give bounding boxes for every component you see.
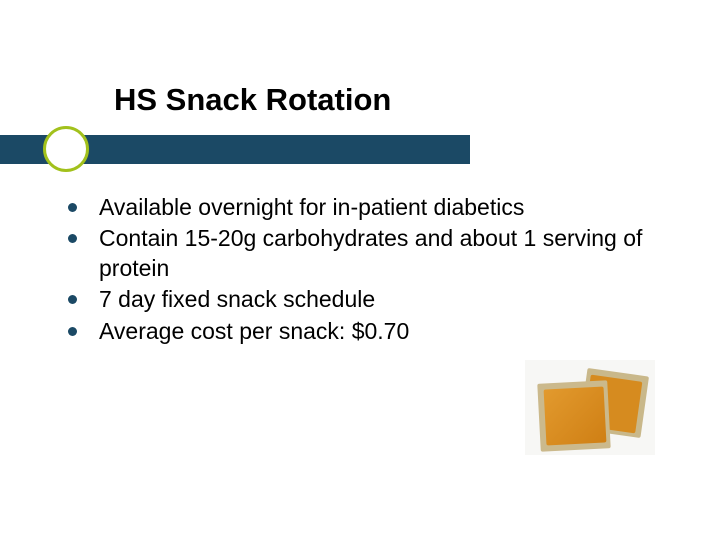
list-item: Average cost per snack: $0.70 bbox=[68, 317, 658, 346]
bullet-list: Available overnight for in-patient diabe… bbox=[68, 193, 658, 346]
bullet-dot-icon bbox=[68, 203, 77, 212]
snack-image bbox=[525, 360, 655, 455]
list-item: Contain 15-20g carbohydrates and about 1… bbox=[68, 224, 658, 283]
list-item: 7 day fixed snack schedule bbox=[68, 285, 658, 314]
bullet-text: Average cost per snack: $0.70 bbox=[99, 317, 409, 346]
bullet-dot-icon bbox=[68, 327, 77, 336]
accent-circle-icon bbox=[43, 126, 89, 172]
list-item: Available overnight for in-patient diabe… bbox=[68, 193, 658, 222]
cheese-front-icon bbox=[544, 386, 607, 445]
bullet-text: Contain 15-20g carbohydrates and about 1… bbox=[99, 224, 658, 283]
slide-title: HS Snack Rotation bbox=[114, 82, 391, 118]
content-area: Available overnight for in-patient diabe… bbox=[68, 193, 658, 348]
bullet-text: 7 day fixed snack schedule bbox=[99, 285, 375, 314]
bullet-dot-icon bbox=[68, 234, 77, 243]
bullet-dot-icon bbox=[68, 295, 77, 304]
title-area: HS Snack Rotation bbox=[114, 82, 391, 118]
bullet-text: Available overnight for in-patient diabe… bbox=[99, 193, 524, 222]
